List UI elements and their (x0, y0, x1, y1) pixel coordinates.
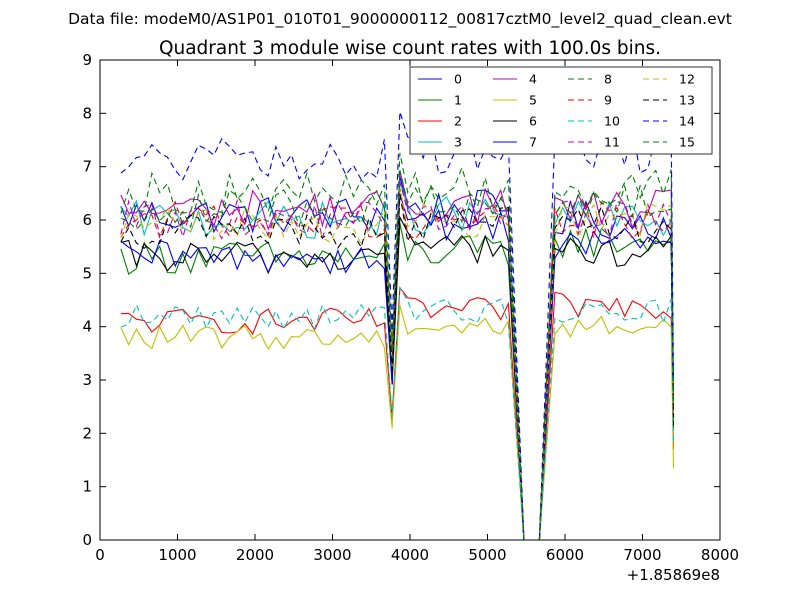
x-tick-label: 7000 (623, 546, 661, 564)
legend-frame (409, 66, 713, 155)
series-line-10 (120, 285, 675, 541)
y-tick-label: 6 (82, 211, 92, 229)
series-line-5 (120, 305, 675, 541)
legend-label-5: 5 (529, 93, 537, 108)
legend-label-11: 11 (604, 135, 620, 150)
series-line-15 (120, 170, 675, 541)
axis-ticks: 0 1000 2000 3000 4000 5000 6000 7000 80000123456… (82, 51, 739, 564)
legend-label-14: 14 (679, 114, 695, 129)
legend-label-12: 12 (679, 72, 695, 87)
y-tick-label: 7 (82, 158, 92, 176)
y-tick-label: 1 (82, 478, 92, 496)
y-tick-label: 0 (82, 531, 92, 549)
y-tick-label: 2 (82, 424, 92, 442)
series-layer (120, 111, 675, 541)
chart-suptitle: Data file: modeM0/AS1P01_010T01_90000001… (68, 10, 732, 29)
series-line-14 (120, 111, 675, 541)
legend-label-13: 13 (679, 93, 695, 108)
x-tick-label: 4000 (391, 546, 429, 564)
legend-label-8: 8 (604, 72, 612, 87)
x-tick-label: 0 (95, 546, 105, 564)
legend-label-9: 9 (604, 93, 612, 108)
x-tick-label: 8000 (701, 546, 739, 564)
series-line-9 (120, 187, 675, 541)
x-tick-label: 5000 (468, 546, 506, 564)
legend-label-3: 3 (454, 135, 462, 150)
legend-label-2: 2 (454, 114, 462, 129)
legend-label-0: 0 (454, 72, 462, 87)
series-line-8 (120, 152, 675, 541)
series-line-12 (120, 187, 675, 541)
y-tick-label: 4 (82, 318, 92, 336)
y-tick-label: 8 (82, 104, 92, 122)
legend-label-1: 1 (454, 93, 462, 108)
x-axis-offset-label: +1.85869e8 (627, 566, 720, 584)
y-tick-label: 5 (82, 264, 92, 282)
y-tick-label: 3 (82, 371, 92, 389)
legend-label-15: 15 (679, 135, 695, 150)
legend-label-4: 4 (529, 72, 537, 87)
x-tick-label: 2000 (236, 546, 274, 564)
x-tick-label: 6000 (546, 546, 584, 564)
y-tick-label: 9 (82, 51, 92, 69)
chart-title: Quadrant 3 module wise count rates with … (159, 38, 661, 59)
x-tick-label: 1000 (158, 546, 196, 564)
legend-label-10: 10 (604, 114, 620, 129)
x-tick-label: 3000 (313, 546, 351, 564)
series-line-7 (120, 193, 675, 541)
legend-label-6: 6 (529, 114, 537, 129)
legend-label-7: 7 (529, 135, 537, 150)
series-line-13 (120, 193, 675, 541)
